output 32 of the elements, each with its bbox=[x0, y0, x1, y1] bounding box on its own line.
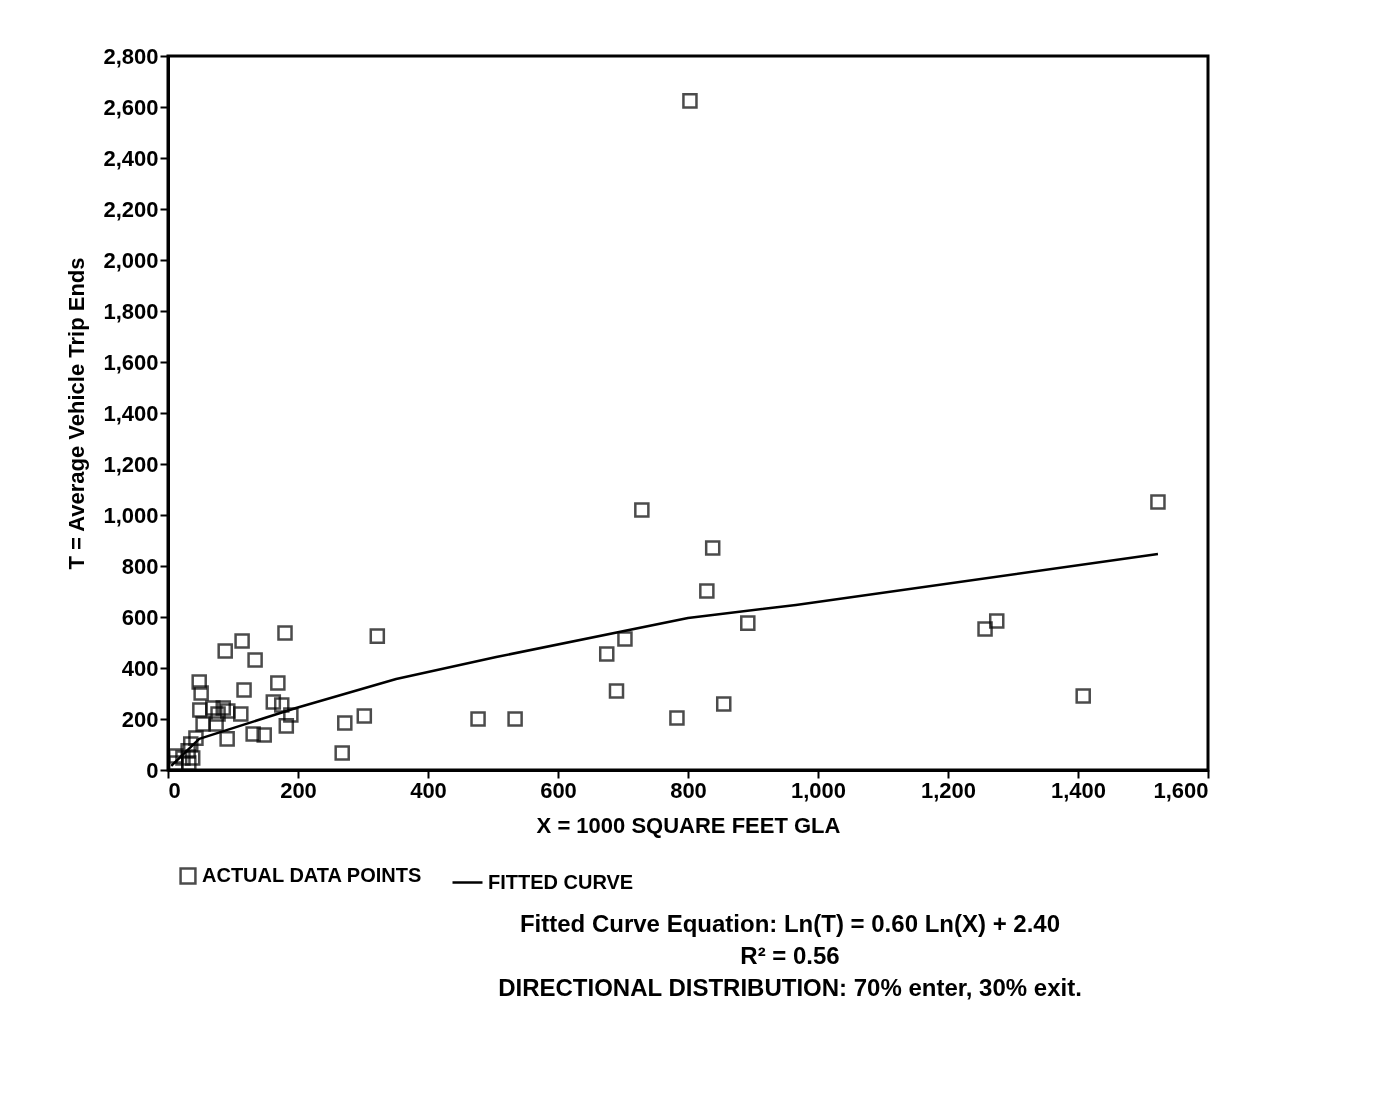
legend-label: FITTED CURVE bbox=[488, 870, 634, 893]
y-tick-label: 2,800 bbox=[103, 43, 159, 69]
x-tick-label: 1,000 bbox=[790, 777, 847, 803]
x-axis-title: X = 1000 SQUARE FEET GLA bbox=[536, 812, 841, 838]
y-tick-label: 1,600 bbox=[103, 349, 159, 375]
x-tick-label: 1,400 bbox=[1050, 777, 1107, 803]
x-tick-label: 400 bbox=[410, 777, 447, 803]
y-tick-label: 200 bbox=[121, 706, 159, 732]
y-tick-label: 1,200 bbox=[103, 451, 159, 477]
text: Fitted Curve Equation: Ln(T) = 0.60 Ln(X) + 2.40 bbox=[518, 909, 1062, 939]
x-tick-label: 1,200 bbox=[920, 777, 977, 803]
line-series bbox=[170, 552, 1160, 768]
y-tick-label: 2,600 bbox=[103, 94, 159, 120]
y-tick-label: 800 bbox=[121, 553, 159, 579]
y-tick-label: 2,200 bbox=[103, 196, 159, 222]
y-axis-title: T = Average Vehicle Trip Ends bbox=[64, 257, 90, 570]
legend-label: ACTUAL DATA POINTS bbox=[202, 864, 422, 886]
y-tick-label: 1,800 bbox=[103, 298, 159, 324]
y-tick-label: 600 bbox=[121, 604, 159, 630]
y-tick-label: 2,000 bbox=[103, 247, 159, 273]
x-tick-label: 200 bbox=[280, 777, 317, 803]
x-tick-label: 600 bbox=[540, 777, 577, 803]
text: DIRECTIONAL DISTRIBUTION: 70% enter, 30% exit. bbox=[497, 973, 1083, 1003]
y-tick-label: 1,000 bbox=[103, 502, 159, 528]
y-tick-label: 1,400 bbox=[103, 400, 159, 426]
text: R² = 0.56 bbox=[739, 941, 841, 971]
x-tick-label: 0 bbox=[168, 777, 181, 803]
x-tick-label: 1,600 bbox=[1153, 777, 1209, 803]
y-tick-label: 2,400 bbox=[103, 145, 159, 171]
y-tick-label: 0 bbox=[146, 757, 159, 783]
y-tick-label: 400 bbox=[121, 655, 159, 681]
x-tick-label: 800 bbox=[670, 777, 707, 803]
